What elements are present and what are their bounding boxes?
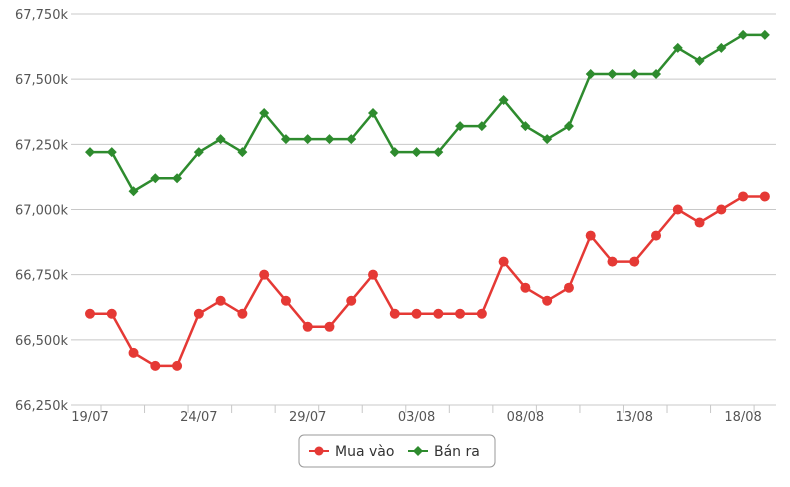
legend-marker-mua-vao <box>314 446 324 456</box>
grid-layer <box>71 13 776 341</box>
data-point-ban-ra[interactable] <box>759 29 770 40</box>
legend-marker-ban-ra <box>413 446 423 456</box>
data-point-ban-ra[interactable] <box>215 134 226 145</box>
y-tick-label: 67,750k <box>15 8 68 23</box>
data-point-ban-ra[interactable] <box>607 68 618 79</box>
data-point-ban-ra[interactable] <box>498 95 509 106</box>
data-point-mua-vao[interactable] <box>128 347 139 358</box>
data-point-ban-ra[interactable] <box>433 147 444 158</box>
data-point-mua-vao[interactable] <box>433 308 444 319</box>
series-mua-vao <box>85 191 770 371</box>
data-point-mua-vao[interactable] <box>585 230 596 241</box>
data-point-mua-vao[interactable] <box>651 230 662 241</box>
data-point-ban-ra[interactable] <box>672 42 683 53</box>
data-point-mua-vao[interactable] <box>607 256 618 267</box>
data-point-mua-vao[interactable] <box>694 217 705 228</box>
data-point-mua-vao[interactable] <box>346 295 357 306</box>
data-point-ban-ra[interactable] <box>280 134 291 145</box>
data-point-ban-ra[interactable] <box>542 134 553 145</box>
y-tick-label: 67,500k <box>15 73 68 88</box>
data-point-ban-ra[interactable] <box>629 68 640 79</box>
legend-item-mua-vao[interactable]: Mua vào <box>309 444 394 460</box>
x-axis: 19/07 24/07 29/07 03/08 08/08 13/08 18/08 <box>71 404 776 425</box>
series-line-mua-vao <box>90 195 765 368</box>
x-tick-label: 19/07 <box>71 410 108 425</box>
data-point-ban-ra[interactable] <box>716 42 727 53</box>
legend-box <box>298 434 496 468</box>
x-tick-label: 03/08 <box>398 410 435 425</box>
data-point-mua-vao[interactable] <box>520 282 531 293</box>
data-point-ban-ra[interactable] <box>346 134 357 145</box>
data-point-ban-ra[interactable] <box>738 29 749 40</box>
series-ban-ra <box>85 29 770 197</box>
data-point-mua-vao[interactable] <box>237 308 248 319</box>
data-point-ban-ra[interactable] <box>259 108 270 119</box>
data-point-mua-vao[interactable] <box>106 308 117 319</box>
data-point-ban-ra[interactable] <box>106 147 117 158</box>
data-point-mua-vao[interactable] <box>389 308 400 319</box>
data-point-ban-ra[interactable] <box>563 121 574 132</box>
x-tick-label: 18/08 <box>724 410 761 425</box>
data-point-ban-ra[interactable] <box>455 121 466 132</box>
data-point-ban-ra[interactable] <box>150 173 161 184</box>
data-point-ban-ra[interactable] <box>193 147 204 158</box>
data-point-mua-vao[interactable] <box>193 308 204 319</box>
data-point-mua-vao[interactable] <box>411 308 422 319</box>
data-point-ban-ra[interactable] <box>128 186 139 197</box>
x-tick-label: 13/08 <box>616 410 653 425</box>
data-point-mua-vao[interactable] <box>498 256 509 267</box>
data-point-mua-vao[interactable] <box>759 191 770 202</box>
data-point-mua-vao[interactable] <box>368 269 379 280</box>
data-point-mua-vao[interactable] <box>280 295 291 306</box>
data-point-ban-ra[interactable] <box>694 55 705 66</box>
y-tick-label: 66,250k <box>15 399 68 414</box>
y-axis: 66,250k 66,500k 66,750k 67,000k 67,250k 67,50… <box>15 8 68 414</box>
data-point-ban-ra[interactable] <box>85 147 95 158</box>
series-layer <box>85 29 770 371</box>
legend-label-mua-vao: Mua vào <box>335 444 394 460</box>
y-tick-label: 67,250k <box>15 138 68 153</box>
y-tick-label: 66,500k <box>15 334 68 349</box>
data-point-ban-ra[interactable] <box>520 121 531 132</box>
data-point-ban-ra[interactable] <box>476 121 487 132</box>
legend: Mua vào Bán ra <box>298 434 496 468</box>
x-tick-label: 24/07 <box>180 410 217 425</box>
data-point-mua-vao[interactable] <box>672 204 683 215</box>
data-point-mua-vao[interactable] <box>542 295 553 306</box>
data-point-ban-ra[interactable] <box>585 68 596 79</box>
data-point-mua-vao[interactable] <box>150 360 161 371</box>
data-point-mua-vao[interactable] <box>738 191 749 202</box>
data-point-mua-vao[interactable] <box>716 204 727 215</box>
data-point-mua-vao[interactable] <box>455 308 466 319</box>
data-point-ban-ra[interactable] <box>302 134 313 145</box>
data-point-mua-vao[interactable] <box>259 269 270 280</box>
data-point-mua-vao[interactable] <box>85 308 95 319</box>
y-tick-label: 67,000k <box>15 204 68 219</box>
x-tick-label: 08/08 <box>507 410 544 425</box>
legend-item-ban-ra[interactable]: Bán ra <box>408 444 480 460</box>
data-point-mua-vao[interactable] <box>629 256 640 267</box>
data-point-ban-ra[interactable] <box>389 147 400 158</box>
data-point-ban-ra[interactable] <box>368 108 379 119</box>
data-point-mua-vao[interactable] <box>172 360 183 371</box>
data-point-ban-ra[interactable] <box>324 134 335 145</box>
data-point-ban-ra[interactable] <box>651 68 662 79</box>
x-tick-label: 29/07 <box>289 410 326 425</box>
data-point-mua-vao[interactable] <box>215 295 226 306</box>
series-line-ban-ra <box>90 33 765 193</box>
data-point-ban-ra[interactable] <box>237 147 248 158</box>
data-point-ban-ra[interactable] <box>411 147 422 158</box>
data-point-ban-ra[interactable] <box>172 173 183 184</box>
data-point-mua-vao[interactable] <box>302 321 313 332</box>
data-point-mua-vao[interactable] <box>563 282 574 293</box>
data-point-mua-vao[interactable] <box>476 308 487 319</box>
legend-label-ban-ra: Bán ra <box>434 444 480 460</box>
data-point-mua-vao[interactable] <box>324 321 335 332</box>
y-tick-label: 66,750k <box>15 269 68 284</box>
